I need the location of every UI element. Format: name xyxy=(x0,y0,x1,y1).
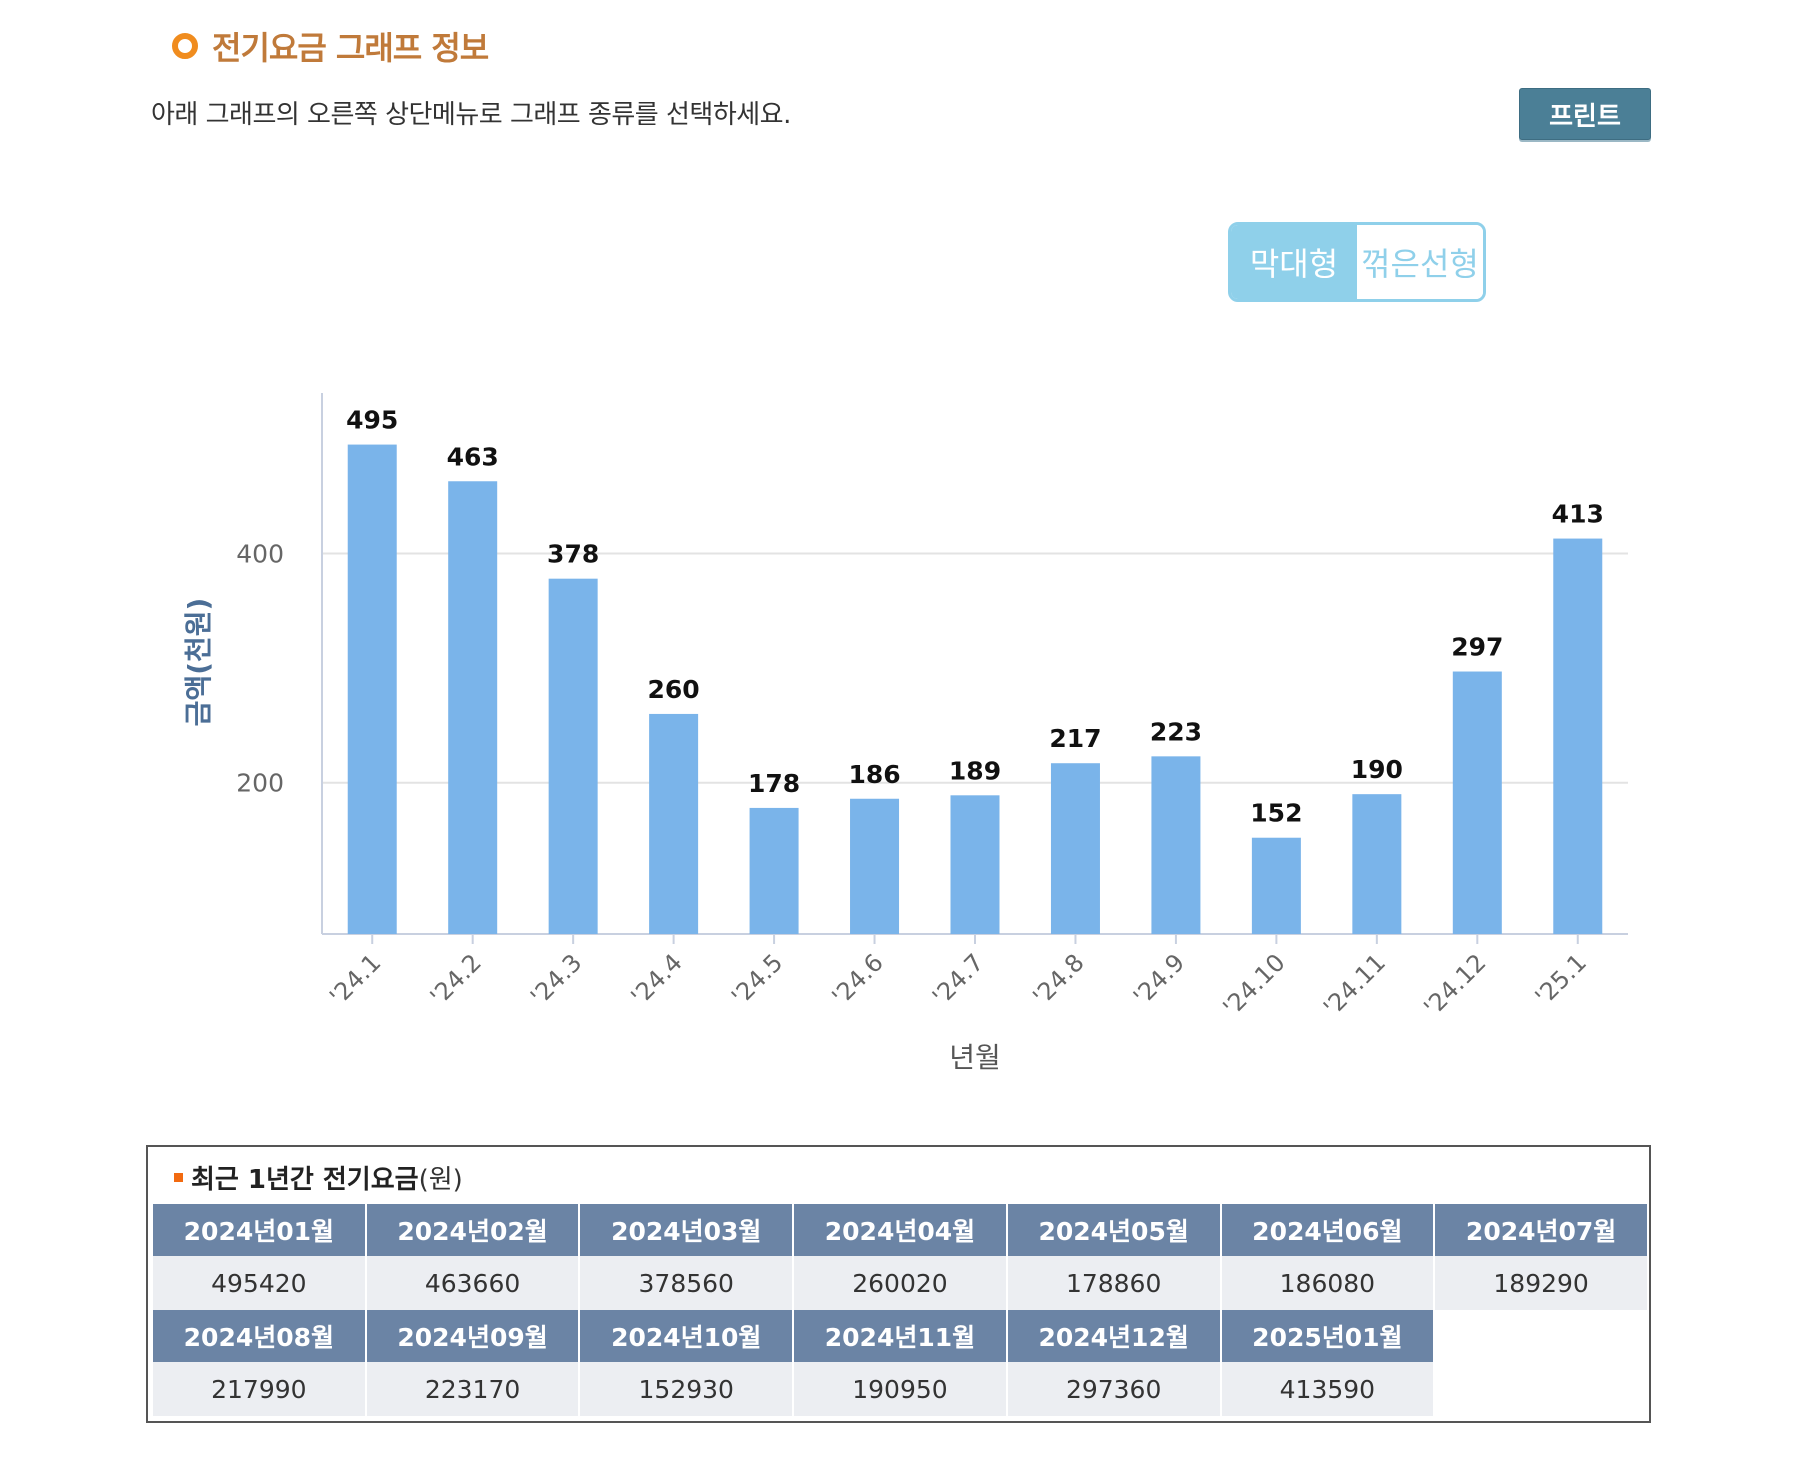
month-header: 2024년01월 xyxy=(153,1204,365,1256)
instruction-text: 아래 그래프의 오른쪽 상단메뉴로 그래프 종류를 선택하세요. xyxy=(151,100,791,130)
table-caption-unit: (원) xyxy=(418,1165,463,1195)
data-label: 297 xyxy=(1451,633,1503,662)
amount-cell: 186080 xyxy=(1221,1256,1434,1310)
x-tick-label: '24.4 xyxy=(626,948,688,1010)
x-tick-label: '24.5 xyxy=(726,948,788,1010)
x-tick-label: '24.8 xyxy=(1027,948,1089,1010)
table-caption-title: 최근 1년간 전기요금 xyxy=(191,1165,419,1195)
month-header: 2024년08월 xyxy=(153,1310,365,1362)
month-header: 2024년07월 xyxy=(1435,1204,1647,1256)
month-header: 2024년11월 xyxy=(794,1310,1006,1362)
month-header: 2024년05월 xyxy=(1007,1204,1220,1256)
bar xyxy=(950,795,1000,934)
amount-cell: 189290 xyxy=(1435,1256,1647,1310)
month-header: 2024년10월 xyxy=(580,1310,793,1362)
data-label: 189 xyxy=(949,756,1001,785)
bar xyxy=(1050,763,1100,934)
chart-type-toggle: 막대형 꺾은선형 xyxy=(1228,222,1486,302)
month-header: 2024년09월 xyxy=(366,1310,579,1362)
y-axis-title: 금액(천원) xyxy=(182,598,215,727)
table-row: 217990 223170 152930 190950 297360 41359… xyxy=(153,1362,1647,1416)
y-tick-label: 400 xyxy=(236,539,284,568)
month-header: 2024년06월 xyxy=(1221,1204,1434,1256)
data-label: 378 xyxy=(547,540,599,569)
amount-cell: 463660 xyxy=(366,1256,579,1310)
bar xyxy=(347,444,397,934)
bar xyxy=(749,807,799,934)
amount-cell: 413590 xyxy=(1221,1362,1434,1416)
amount-cell: 217990 xyxy=(153,1362,365,1416)
bar xyxy=(1452,671,1502,934)
page-title: 전기요금 그래프 정보 xyxy=(212,29,489,67)
bar xyxy=(448,481,498,934)
print-button[interactable]: 프린트 xyxy=(1519,88,1651,140)
data-label: 495 xyxy=(346,406,398,435)
amount-cell: 495420 xyxy=(153,1256,365,1310)
month-header: 2024년03월 xyxy=(580,1204,793,1256)
x-tick-label: '24.6 xyxy=(827,948,889,1010)
bar xyxy=(1251,837,1301,934)
x-tick-label: '24.3 xyxy=(525,948,587,1010)
bar xyxy=(548,578,598,934)
bar-chart: 200 400 495 '24.1 463 '24.2 378 '24.3 260 '24.4 17… xyxy=(182,393,1628,1074)
x-axis-title: 년월 xyxy=(949,1041,1001,1074)
month-header: 2025년01월 xyxy=(1221,1310,1434,1362)
bar xyxy=(1151,756,1201,934)
amount-cell: 297360 xyxy=(1007,1362,1220,1416)
amount-cell: 190950 xyxy=(794,1362,1006,1416)
y-tick-label: 200 xyxy=(236,769,284,798)
empty-cell xyxy=(1435,1310,1647,1362)
amount-cell: 378560 xyxy=(580,1256,793,1310)
data-label: 178 xyxy=(748,769,800,798)
bar xyxy=(1352,794,1402,934)
data-label: 463 xyxy=(447,442,499,471)
empty-cell xyxy=(1435,1362,1647,1416)
bar xyxy=(1553,538,1603,934)
x-tick-label: '25.1 xyxy=(1530,948,1592,1010)
amount-cell: 260020 xyxy=(794,1256,1006,1310)
data-label: 152 xyxy=(1250,799,1302,828)
section-title: 전기요금 그래프 정보 xyxy=(172,18,489,74)
month-header: 2024년12월 xyxy=(1007,1310,1220,1362)
data-label: 186 xyxy=(848,760,900,789)
amount-cell: 152930 xyxy=(580,1362,793,1416)
amount-cell: 223170 xyxy=(366,1362,579,1416)
x-tick-label: '24.7 xyxy=(927,948,989,1010)
table-caption: 최근 1년간 전기요금 (원) xyxy=(174,1159,463,1196)
table-row: 495420 463660 378560 260020 178860 18608… xyxy=(153,1256,1647,1310)
x-tick-label: '24.11 xyxy=(1318,948,1391,1021)
data-label: 190 xyxy=(1351,755,1403,784)
fee-table-panel: 최근 1년간 전기요금 (원) 2024년01월 2024년02월 2024년0… xyxy=(146,1145,1651,1423)
data-label: 260 xyxy=(648,675,700,704)
table-header-row: 2024년01월 2024년02월 2024년03월 2024년04월 2024… xyxy=(153,1204,1647,1256)
orange-square-icon xyxy=(174,1173,183,1182)
bar-chart-option[interactable]: 막대형 xyxy=(1231,225,1357,299)
x-tick-label: '24.9 xyxy=(1128,948,1190,1010)
table-header-row: 2024년08월 2024년09월 2024년10월 2024년11월 2024… xyxy=(153,1310,1647,1362)
x-tick-label: '24.1 xyxy=(324,948,386,1010)
month-header: 2024년04월 xyxy=(794,1204,1006,1256)
data-label: 217 xyxy=(1049,724,1101,753)
line-chart-option[interactable]: 꺾은선형 xyxy=(1357,225,1483,299)
x-tick-label: '24.12 xyxy=(1418,948,1491,1021)
circle-bullet-icon xyxy=(172,33,198,59)
month-header: 2024년02월 xyxy=(366,1204,579,1256)
bar xyxy=(850,798,900,934)
fee-table: 2024년01월 2024년02월 2024년03월 2024년04월 2024… xyxy=(151,1204,1649,1416)
bar xyxy=(649,713,699,934)
x-tick-label: '24.2 xyxy=(425,948,487,1010)
data-label: 223 xyxy=(1150,717,1202,746)
x-tick-label: '24.10 xyxy=(1218,948,1291,1021)
data-label: 413 xyxy=(1552,500,1604,529)
amount-cell: 178860 xyxy=(1007,1256,1220,1310)
